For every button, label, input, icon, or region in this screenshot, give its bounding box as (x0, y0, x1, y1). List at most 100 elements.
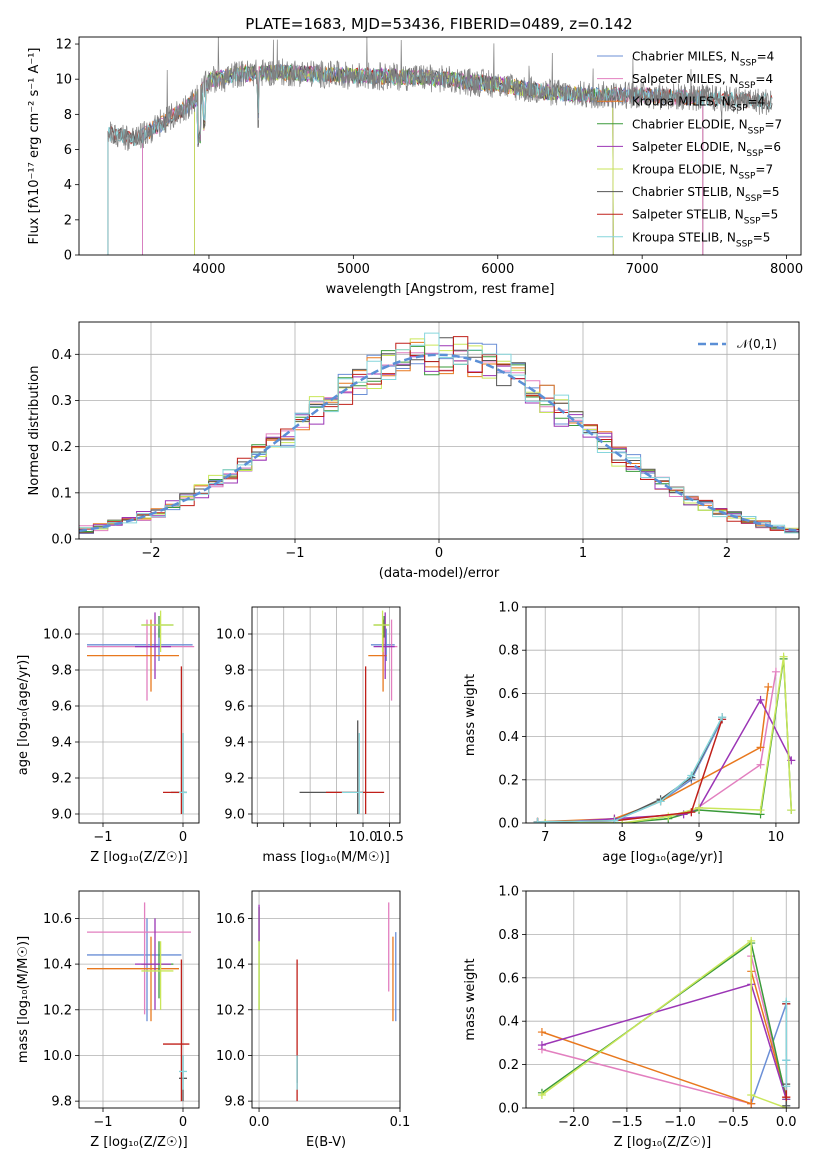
weight-series (541, 983, 788, 1100)
chart-panel-7: 0.0 0.1 9.8 10.0 10.2 10.4 10.6 E(B-V) (216, 890, 410, 1150)
y-tick-label: 0.0 (51, 533, 72, 548)
x-tick-label: 0 (179, 830, 187, 845)
axes-frame (251, 890, 401, 1109)
y-tick-label: 9.4 (51, 736, 72, 751)
x-tick-label: −1 (93, 830, 112, 845)
weight-marker (756, 743, 765, 752)
gaussian-curve (79, 353, 799, 533)
chart-panel-1: 4000 5000 6000 7000 8000 0 2 4 6 8 10 12 wavelength … (27, 36, 803, 297)
weight-marker (656, 797, 665, 806)
y-tick-label: 0.3 (51, 394, 72, 409)
y-tick-label: 9.6 (51, 700, 72, 715)
spectrum-title: PLATE=1683, MJD=53436, FIBERID=0489, z=0… (245, 15, 632, 33)
y-tick-label: 10.6 (216, 912, 245, 927)
y-tick-label: 9.8 (224, 664, 245, 679)
chart-panels: 4000 5000 6000 7000 8000024681012wavelength … (16, 36, 803, 1150)
y-tick-label: 10.0 (216, 628, 245, 643)
weight-marker (782, 997, 791, 1006)
x-tick-label: 2 (723, 546, 731, 561)
weight-marker (537, 1090, 546, 1099)
y-tick-label: 9.8 (51, 664, 72, 679)
x-tick-label: 0.0 (249, 1115, 270, 1130)
weight-marker (747, 1099, 756, 1108)
y-tick-label: 0.6 (498, 971, 519, 986)
x-tick-label: −1.0 (664, 1115, 696, 1130)
y-axis-label: age [log₁₀(age/yr)] (16, 655, 31, 776)
y-tick-label: 9.0 (51, 808, 72, 823)
legend-label: Chabrier ELODIE, NSSP=7 (632, 117, 782, 136)
y-tick-label: 0.4 (498, 1015, 519, 1030)
x-axis-label: mass [log₁₀(M/M☉)] (262, 850, 389, 865)
x-tick-label: −1 (93, 1115, 112, 1130)
chart-panel-2: −2 −1 0 1 2 0.0 0.1 0.2 0.3 0.4 (data-model)/error… (27, 321, 800, 581)
y-tick-label: 9.2 (224, 772, 245, 787)
y-axis-label: Flux [fλ10⁻¹⁷ erg cm⁻² s⁻¹ A⁻¹] (27, 48, 42, 245)
y-tick-label: 0.2 (498, 1058, 519, 1073)
axes-frame (78, 890, 200, 1109)
plot-area (299, 610, 398, 814)
axes-frame (525, 606, 800, 824)
weight-marker (782, 1056, 791, 1065)
axes-frame (78, 36, 802, 256)
y-tick-label: 0.2 (51, 440, 72, 455)
y-tick-label: 10.0 (43, 628, 72, 643)
legend-label: Kroupa STELIB, NSSP=5 (632, 230, 770, 249)
y-tick-label: 9.8 (224, 1095, 245, 1110)
plot-area (87, 902, 191, 1102)
x-axis-label: age [log₁₀(age/yr)] (602, 850, 723, 865)
weight-marker (771, 667, 780, 676)
x-axis-label: Z [log₁₀(Z/Z☉)] (614, 1135, 711, 1150)
x-axis-label: wavelength [Angstrom, rest frame] (326, 282, 555, 297)
x-tick-label: 0 (179, 1115, 187, 1130)
weight-marker (695, 803, 704, 812)
y-tick-label: 9.2 (51, 772, 72, 787)
y-tick-label: 0 (64, 249, 72, 264)
chart-panel-6: −1 0 9.8 10.0 10.2 10.4 10.6 Z [log₁₀(Z/Z☉)] mas… (16, 890, 200, 1150)
y-tick-label: 0.4 (51, 348, 72, 363)
y-tick-label: 10.4 (43, 958, 72, 973)
y-tick-label: 10 (55, 73, 72, 88)
x-tick-label: 0 (435, 546, 443, 561)
weight-marker (610, 816, 619, 823)
weight-marker (747, 936, 756, 945)
y-axis-label: mass weight (463, 674, 478, 756)
weight-marker (782, 1101, 791, 1108)
weight-marker (747, 1090, 756, 1099)
axes-frame (251, 606, 401, 824)
y-tick-label: 0.4 (498, 730, 519, 745)
x-axis-label: Z [log₁₀(Z/Z☉)] (90, 1135, 187, 1150)
weight-marker (756, 695, 765, 704)
x-tick-label: 1 (579, 546, 587, 561)
y-tick-label: 9.6 (224, 700, 245, 715)
weight-marker (764, 682, 773, 691)
x-tick-label: 8000 (770, 262, 803, 277)
y-tick-label: 8 (64, 108, 72, 123)
weight-marker (756, 760, 765, 769)
y-axis-label: Normed distribution (27, 366, 42, 496)
legend-label: Salpeter STELIB, NSSP=5 (632, 208, 778, 227)
legend-label: Chabrier MILES, NSSP=4 (632, 50, 774, 69)
y-tick-label: 0.1 (51, 486, 72, 501)
y-tick-label: 0.6 (498, 687, 519, 702)
x-tick-label: 8 (618, 830, 626, 845)
x-tick-label: 6000 (481, 262, 514, 277)
plot-area (87, 610, 195, 814)
weight-marker (537, 1041, 546, 1050)
weight-marker (782, 1093, 791, 1102)
y-tick-label: 10.4 (216, 958, 245, 973)
y-tick-label: 9.4 (224, 736, 245, 751)
weight-marker (533, 817, 542, 823)
weight-marker (687, 771, 696, 780)
y-tick-label: 4 (64, 178, 72, 193)
y-tick-label: 12 (55, 38, 72, 53)
x-tick-label: −2.0 (558, 1115, 590, 1130)
x-axis-label: Z [log₁₀(Z/Z☉)] (90, 850, 187, 865)
weight-series (541, 955, 788, 1105)
axes-frame (525, 890, 800, 1109)
x-tick-label: 10.5 (375, 830, 404, 845)
weight-series (545, 698, 792, 823)
y-axis-label: mass weight (463, 958, 478, 1040)
y-tick-label: 9.0 (224, 808, 245, 823)
y-tick-label: 0.8 (498, 928, 519, 943)
